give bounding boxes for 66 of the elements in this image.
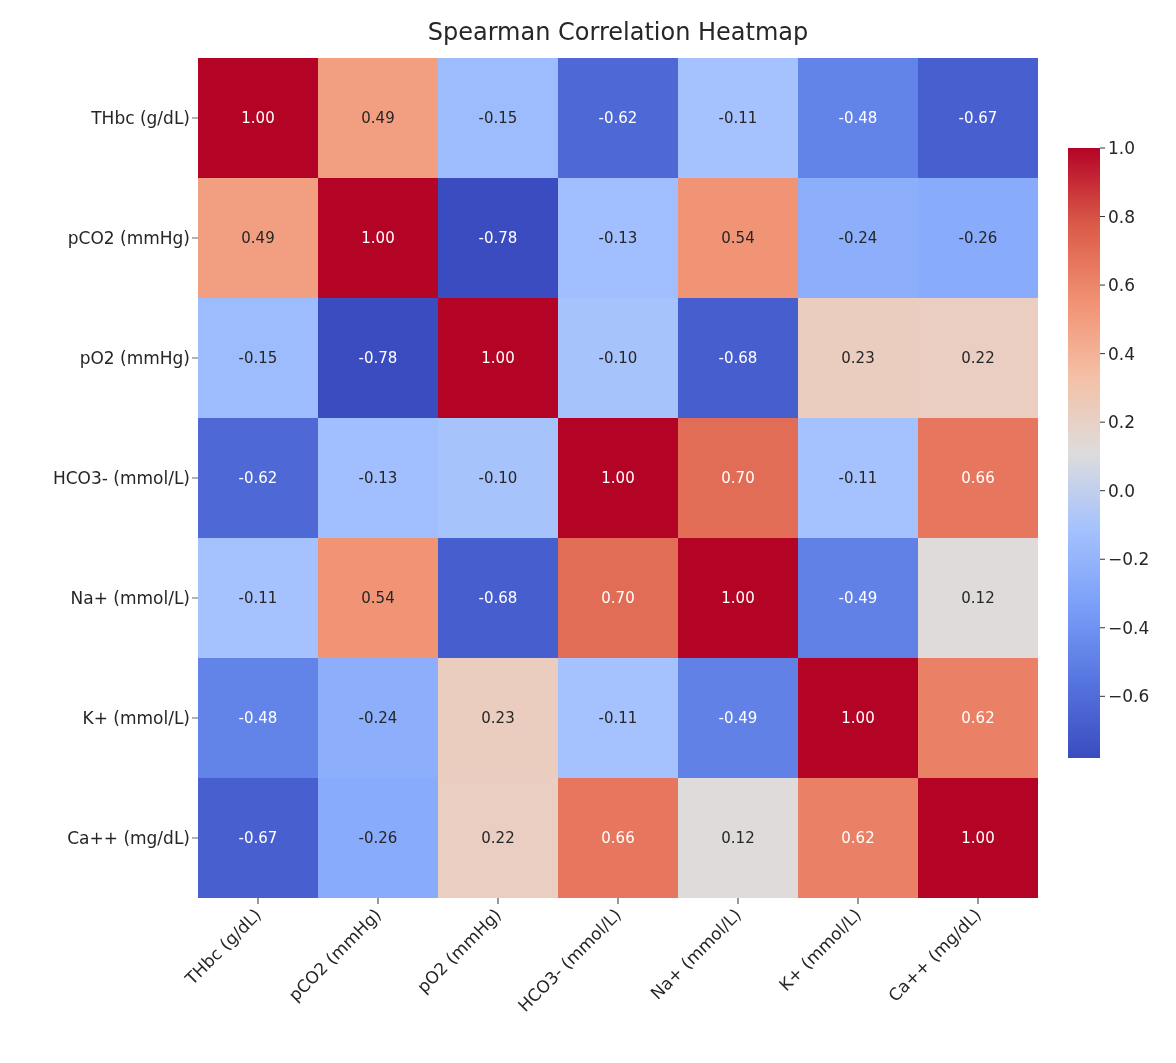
- data-label: -0.11: [238, 589, 278, 607]
- data-label: -0.11: [598, 709, 638, 727]
- data-label: -0.68: [478, 589, 518, 607]
- data-label: 1.00: [481, 349, 515, 367]
- data-label: -0.10: [478, 469, 518, 487]
- data-label: 0.70: [601, 589, 635, 607]
- data-label: -0.67: [238, 829, 278, 847]
- data-label: 1.00: [361, 229, 395, 247]
- data-label: 1.00: [601, 469, 635, 487]
- data-label: -0.15: [478, 109, 518, 127]
- data-label: -0.13: [358, 469, 398, 487]
- color-bar-label: 0.0: [1108, 480, 1136, 501]
- data-label: 0.66: [961, 469, 995, 487]
- chart-title: Spearman Correlation Heatmap: [426, 18, 810, 46]
- data-label: -0.48: [238, 709, 278, 727]
- data-label: -0.49: [838, 589, 878, 607]
- data-label: 0.70: [721, 469, 755, 487]
- data-label: 0.54: [721, 229, 755, 247]
- data-label: 1.00: [961, 829, 995, 847]
- data-label: 0.22: [481, 829, 515, 847]
- data-label: -0.15: [238, 349, 278, 367]
- color-bar-label: −0.6: [1108, 686, 1150, 707]
- data-label: -0.13: [598, 229, 638, 247]
- y-tick-label: HCO3- (mmol/L): [52, 468, 190, 489]
- y-tick-label: THbc (g/dL): [90, 108, 190, 129]
- data-label: 0.23: [841, 349, 875, 367]
- color-bar-label: 0.8: [1108, 206, 1136, 227]
- data-label: -0.68: [718, 349, 758, 367]
- data-label: -0.11: [838, 469, 878, 487]
- y-tick-label: Na+ (mmol/L): [70, 588, 190, 609]
- y-tick-label: K+ (mmol/L): [82, 708, 190, 729]
- y-tick-label: pO2 (mmHg): [79, 348, 190, 369]
- data-label: 0.62: [841, 829, 875, 847]
- data-label: 0.49: [361, 109, 395, 127]
- data-label: -0.78: [478, 229, 518, 247]
- data-label: 0.12: [721, 829, 755, 847]
- data-label: -0.24: [358, 709, 398, 727]
- data-label: 0.66: [601, 829, 635, 847]
- data-label: -0.24: [838, 229, 878, 247]
- data-label: -0.11: [718, 109, 758, 127]
- data-label: -0.62: [598, 109, 638, 127]
- data-label: 0.62: [961, 709, 995, 727]
- data-label: 0.22: [961, 349, 995, 367]
- color-bar-label: 1.0: [1108, 138, 1136, 158]
- data-label: 0.23: [481, 709, 515, 727]
- color-bar-label: 0.2: [1108, 412, 1136, 433]
- data-label: 0.54: [361, 589, 395, 607]
- data-label: -0.62: [238, 469, 278, 487]
- color-bar-label: 0.6: [1108, 275, 1136, 296]
- data-label: -0.78: [358, 349, 398, 367]
- data-label: 1.00: [841, 709, 875, 727]
- data-label: 1.00: [241, 109, 275, 127]
- data-label: -0.49: [718, 709, 758, 727]
- color-bar-label: 0.4: [1108, 343, 1136, 364]
- data-label: -0.26: [958, 229, 998, 247]
- color-bar-label: −0.2: [1108, 549, 1150, 570]
- data-label: 1.00: [721, 589, 755, 607]
- color-bar-label: −0.4: [1108, 617, 1150, 638]
- y-tick-label: pCO2 (mmHg): [67, 228, 190, 249]
- data-label: -0.48: [838, 109, 878, 127]
- data-label: -0.67: [958, 109, 998, 127]
- data-label: -0.26: [358, 829, 398, 847]
- data-label: 0.12: [961, 589, 995, 607]
- data-label: 0.49: [241, 229, 275, 247]
- data-label: -0.10: [598, 349, 638, 367]
- y-tick-label: Ca++ (mg/dL): [67, 828, 190, 849]
